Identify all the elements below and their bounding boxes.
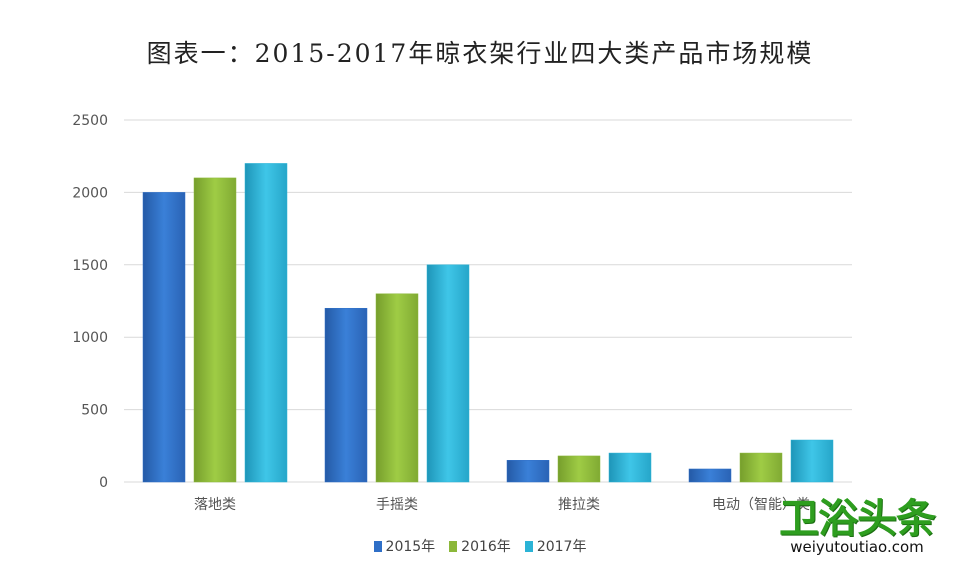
- watermark: 卫浴头条 weiyutoutiao.com: [762, 498, 952, 556]
- x-tick-labels: 落地类 手摇类 推拉类 电动（智能）类: [194, 497, 810, 513]
- bar-4-3: [790, 439, 834, 483]
- legend-label: 2017年: [536, 539, 587, 555]
- bar-3-3: [608, 452, 652, 483]
- legend-item: 2016年: [449, 536, 511, 556]
- bar-1-2: [193, 177, 237, 483]
- bar-3-2: [557, 455, 601, 483]
- bar-2-1: [324, 307, 368, 483]
- legend-swatch: [373, 540, 382, 552]
- legend-swatch: [524, 540, 533, 552]
- legend-item: 2017年: [524, 536, 587, 556]
- watermark-url: weiyutoutiao.com: [790, 538, 924, 556]
- bar-1-1: [142, 192, 186, 483]
- legend-item: 2015年: [373, 536, 436, 556]
- y-tick-labels: 0 500 1000 1500 2000 2500: [72, 113, 108, 491]
- chart-title: 图表一：2015-2017年晾衣架行业四大类产品市场规模: [146, 39, 814, 68]
- bar-4-1: [688, 468, 732, 483]
- legend-label: 2015年: [385, 539, 436, 555]
- y-tick-label: 2500: [72, 113, 108, 129]
- legend-swatch: [449, 540, 458, 552]
- bar-3-1: [506, 460, 550, 483]
- x-tick-label: 电动（智能）类: [712, 497, 810, 513]
- y-tick-label: 1500: [72, 258, 108, 274]
- legend-label: 2016年: [461, 539, 511, 555]
- x-tick-label: 推拉类: [558, 497, 600, 513]
- y-tick-label: 500: [81, 403, 108, 419]
- bar-2-3: [426, 264, 470, 483]
- watermark-logo: 卫浴头条: [779, 496, 936, 542]
- x-tick-label: 落地类: [194, 497, 236, 513]
- y-tick-label: 1000: [72, 330, 108, 346]
- bars: [142, 163, 834, 483]
- x-tick-label: 手摇类: [376, 497, 418, 513]
- bar-1-3: [244, 163, 288, 483]
- legend: 2015年 2016年 2017年: [0, 536, 960, 556]
- bar-2-2: [375, 293, 419, 483]
- y-tick-label: 2000: [72, 185, 108, 201]
- bar-4-2: [739, 452, 783, 483]
- y-tick-label: 0: [99, 475, 108, 491]
